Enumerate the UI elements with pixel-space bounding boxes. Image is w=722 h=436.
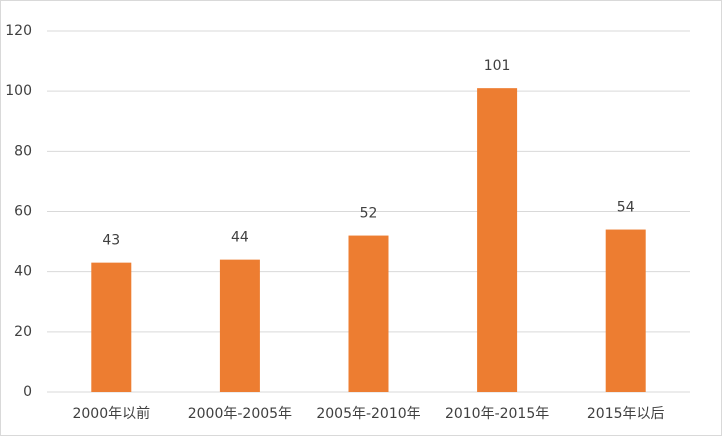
value-label: 101 bbox=[484, 58, 511, 74]
x-tick-label: 2000年以前 bbox=[72, 405, 150, 422]
bar bbox=[605, 229, 646, 392]
x-tick-label: 2015年以后 bbox=[587, 406, 665, 422]
y-tick-label: 120 bbox=[5, 23, 32, 39]
y-tick-label: 40 bbox=[14, 264, 32, 280]
value-label: 52 bbox=[360, 206, 378, 222]
y-tick-label: 60 bbox=[14, 204, 32, 220]
value-label: 54 bbox=[617, 200, 635, 216]
value-label: 43 bbox=[102, 233, 120, 249]
x-tick-label: 2010年-2015年 bbox=[445, 406, 549, 422]
bar bbox=[219, 259, 260, 392]
x-tick-label: 2000年-2005年 bbox=[188, 406, 292, 422]
bar bbox=[348, 235, 389, 392]
y-tick-label: 20 bbox=[14, 324, 32, 340]
y-tick-label: 0 bbox=[23, 384, 32, 400]
bar bbox=[477, 88, 518, 393]
y-tick-label: 80 bbox=[14, 143, 32, 159]
bar bbox=[91, 262, 132, 392]
value-label: 44 bbox=[231, 230, 249, 246]
x-tick-label: 2005年-2010年 bbox=[316, 406, 420, 422]
y-tick-label: 100 bbox=[5, 83, 32, 99]
